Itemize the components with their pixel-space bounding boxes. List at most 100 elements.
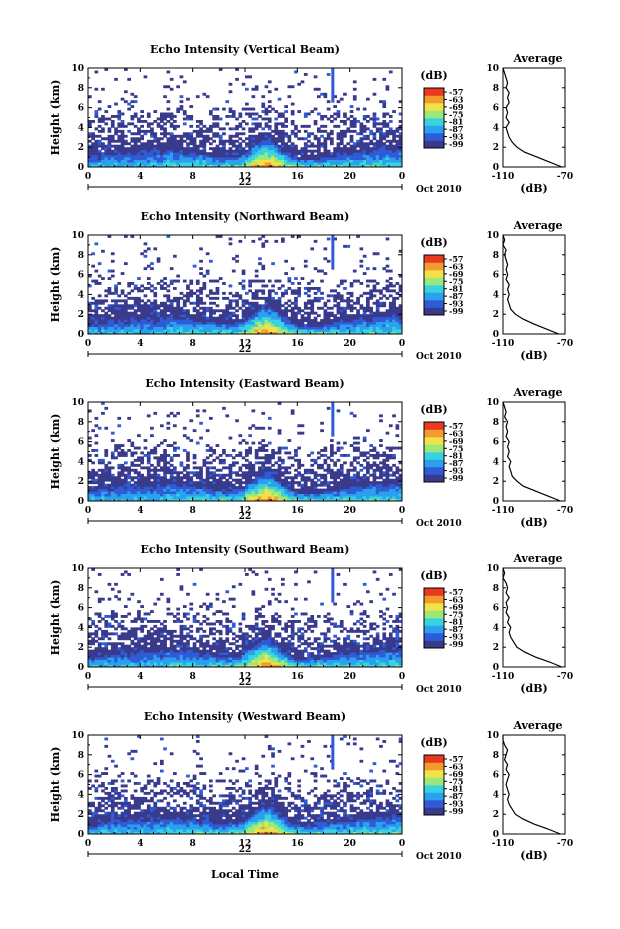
heatmap-cell [238,122,243,126]
heatmap-cell [287,491,292,494]
panel-title: Echo Intensity (Southward Beam) [141,543,350,556]
heatmap-cell [281,164,285,168]
heatmap-cell [258,157,262,160]
heatmap-cell [320,331,324,335]
heatmap-cell [107,309,112,313]
heatmap-cell [241,301,246,305]
heatmap-cell [241,314,246,318]
heatmap-cell [182,468,187,472]
heatmap-cell [192,429,197,433]
heatmap-cell [163,115,167,118]
heatmap-cell [362,144,367,148]
heatmap-cell [182,498,187,502]
heatmap-cell [153,301,158,305]
heatmap-cell [356,319,360,322]
heatmap-cell [199,473,203,477]
heatmap-cell [231,324,236,327]
heatmap-cell [114,287,118,290]
heatmap-cell [212,159,216,163]
heatmap-cell [307,319,311,322]
heatmap-cell [343,493,347,497]
heatmap-cell [362,481,367,485]
heatmap-cell [307,311,311,315]
heatmap-cell [346,306,351,310]
heatmap-cell [267,311,272,315]
heatmap-cell [166,461,171,465]
heatmap-cell [124,481,128,485]
heatmap-cell [218,314,223,318]
heatmap-cell [146,306,151,310]
heatmap-cell [169,124,174,128]
heatmap-cell [238,142,243,146]
heatmap-cell [307,476,311,480]
heatmap-cell [209,488,213,492]
heatmap-cell [140,124,144,128]
heatmap-cell [349,147,354,151]
heatmap-cell [264,326,269,330]
heatmap-cell [182,122,187,126]
heatmap-cell [267,329,272,332]
heatmap-cell [110,115,115,118]
heatmap-cell [264,496,269,499]
heatmap-cell [222,406,226,410]
average-x-label: (dB) [520,182,547,195]
heatmap-cell [195,481,200,485]
heatmap-cell [271,311,275,315]
heatmap-cell [235,471,239,475]
heatmap-cell [251,321,256,325]
heatmap-cell [209,314,213,318]
heatmap-cell [261,304,266,308]
heatmap-cell [352,468,357,472]
heatmap-cell [133,152,138,156]
heatmap-cell [176,142,180,146]
heatmap-cell [343,483,347,487]
heatmap-cell [241,162,246,165]
heatmap-cell [124,159,128,163]
heatmap-cell [150,134,154,138]
heatmap-cell [349,331,354,335]
heatmap-cell [137,301,141,305]
heatmap-cell [258,478,262,482]
heatmap-cell [310,463,315,467]
heatmap-cell [339,157,344,160]
heatmap-cell [114,115,118,118]
heatmap-cell [225,491,230,494]
heatmap-cell [248,434,252,438]
heatmap-cell [163,301,167,305]
heatmap-cell [107,319,112,322]
heatmap-cell [199,142,203,146]
heatmap-cell [140,306,144,310]
heatmap-cell [379,483,383,487]
heatmap-cell [140,486,144,489]
heatmap-cell [97,294,102,298]
heatmap-cell [395,324,400,327]
heatmap-cell [153,287,158,290]
heatmap-cell [169,324,174,327]
heatmap-cell [124,68,128,71]
heatmap-cell [192,162,197,165]
heatmap-cell [264,117,269,121]
average-y-tick-label: 0 [493,497,499,507]
heatmap-cell [333,493,337,497]
heatmap-cell [209,164,213,168]
heatmap-cell [218,139,223,143]
heatmap-cell [205,162,210,165]
heatmap-cell [186,476,190,480]
heatmap-cell [153,491,158,494]
heatmap-cell [281,458,285,462]
heatmap-cell [114,289,118,293]
heatmap-cell [320,466,324,470]
heatmap-cell [385,481,390,485]
heatmap-cell [382,451,387,455]
heatmap-cell [251,409,256,413]
heatmap-cell [195,294,200,298]
heatmap-cell [163,311,167,315]
heatmap-cell [320,291,324,295]
heatmap-cell [271,284,275,288]
heatmap-cell [398,147,403,151]
heatmap-cell [343,92,347,96]
heatmap-cell [258,152,262,156]
heatmap-cell [235,259,239,263]
heatmap-cell [382,149,387,153]
heatmap-cell [133,488,138,492]
